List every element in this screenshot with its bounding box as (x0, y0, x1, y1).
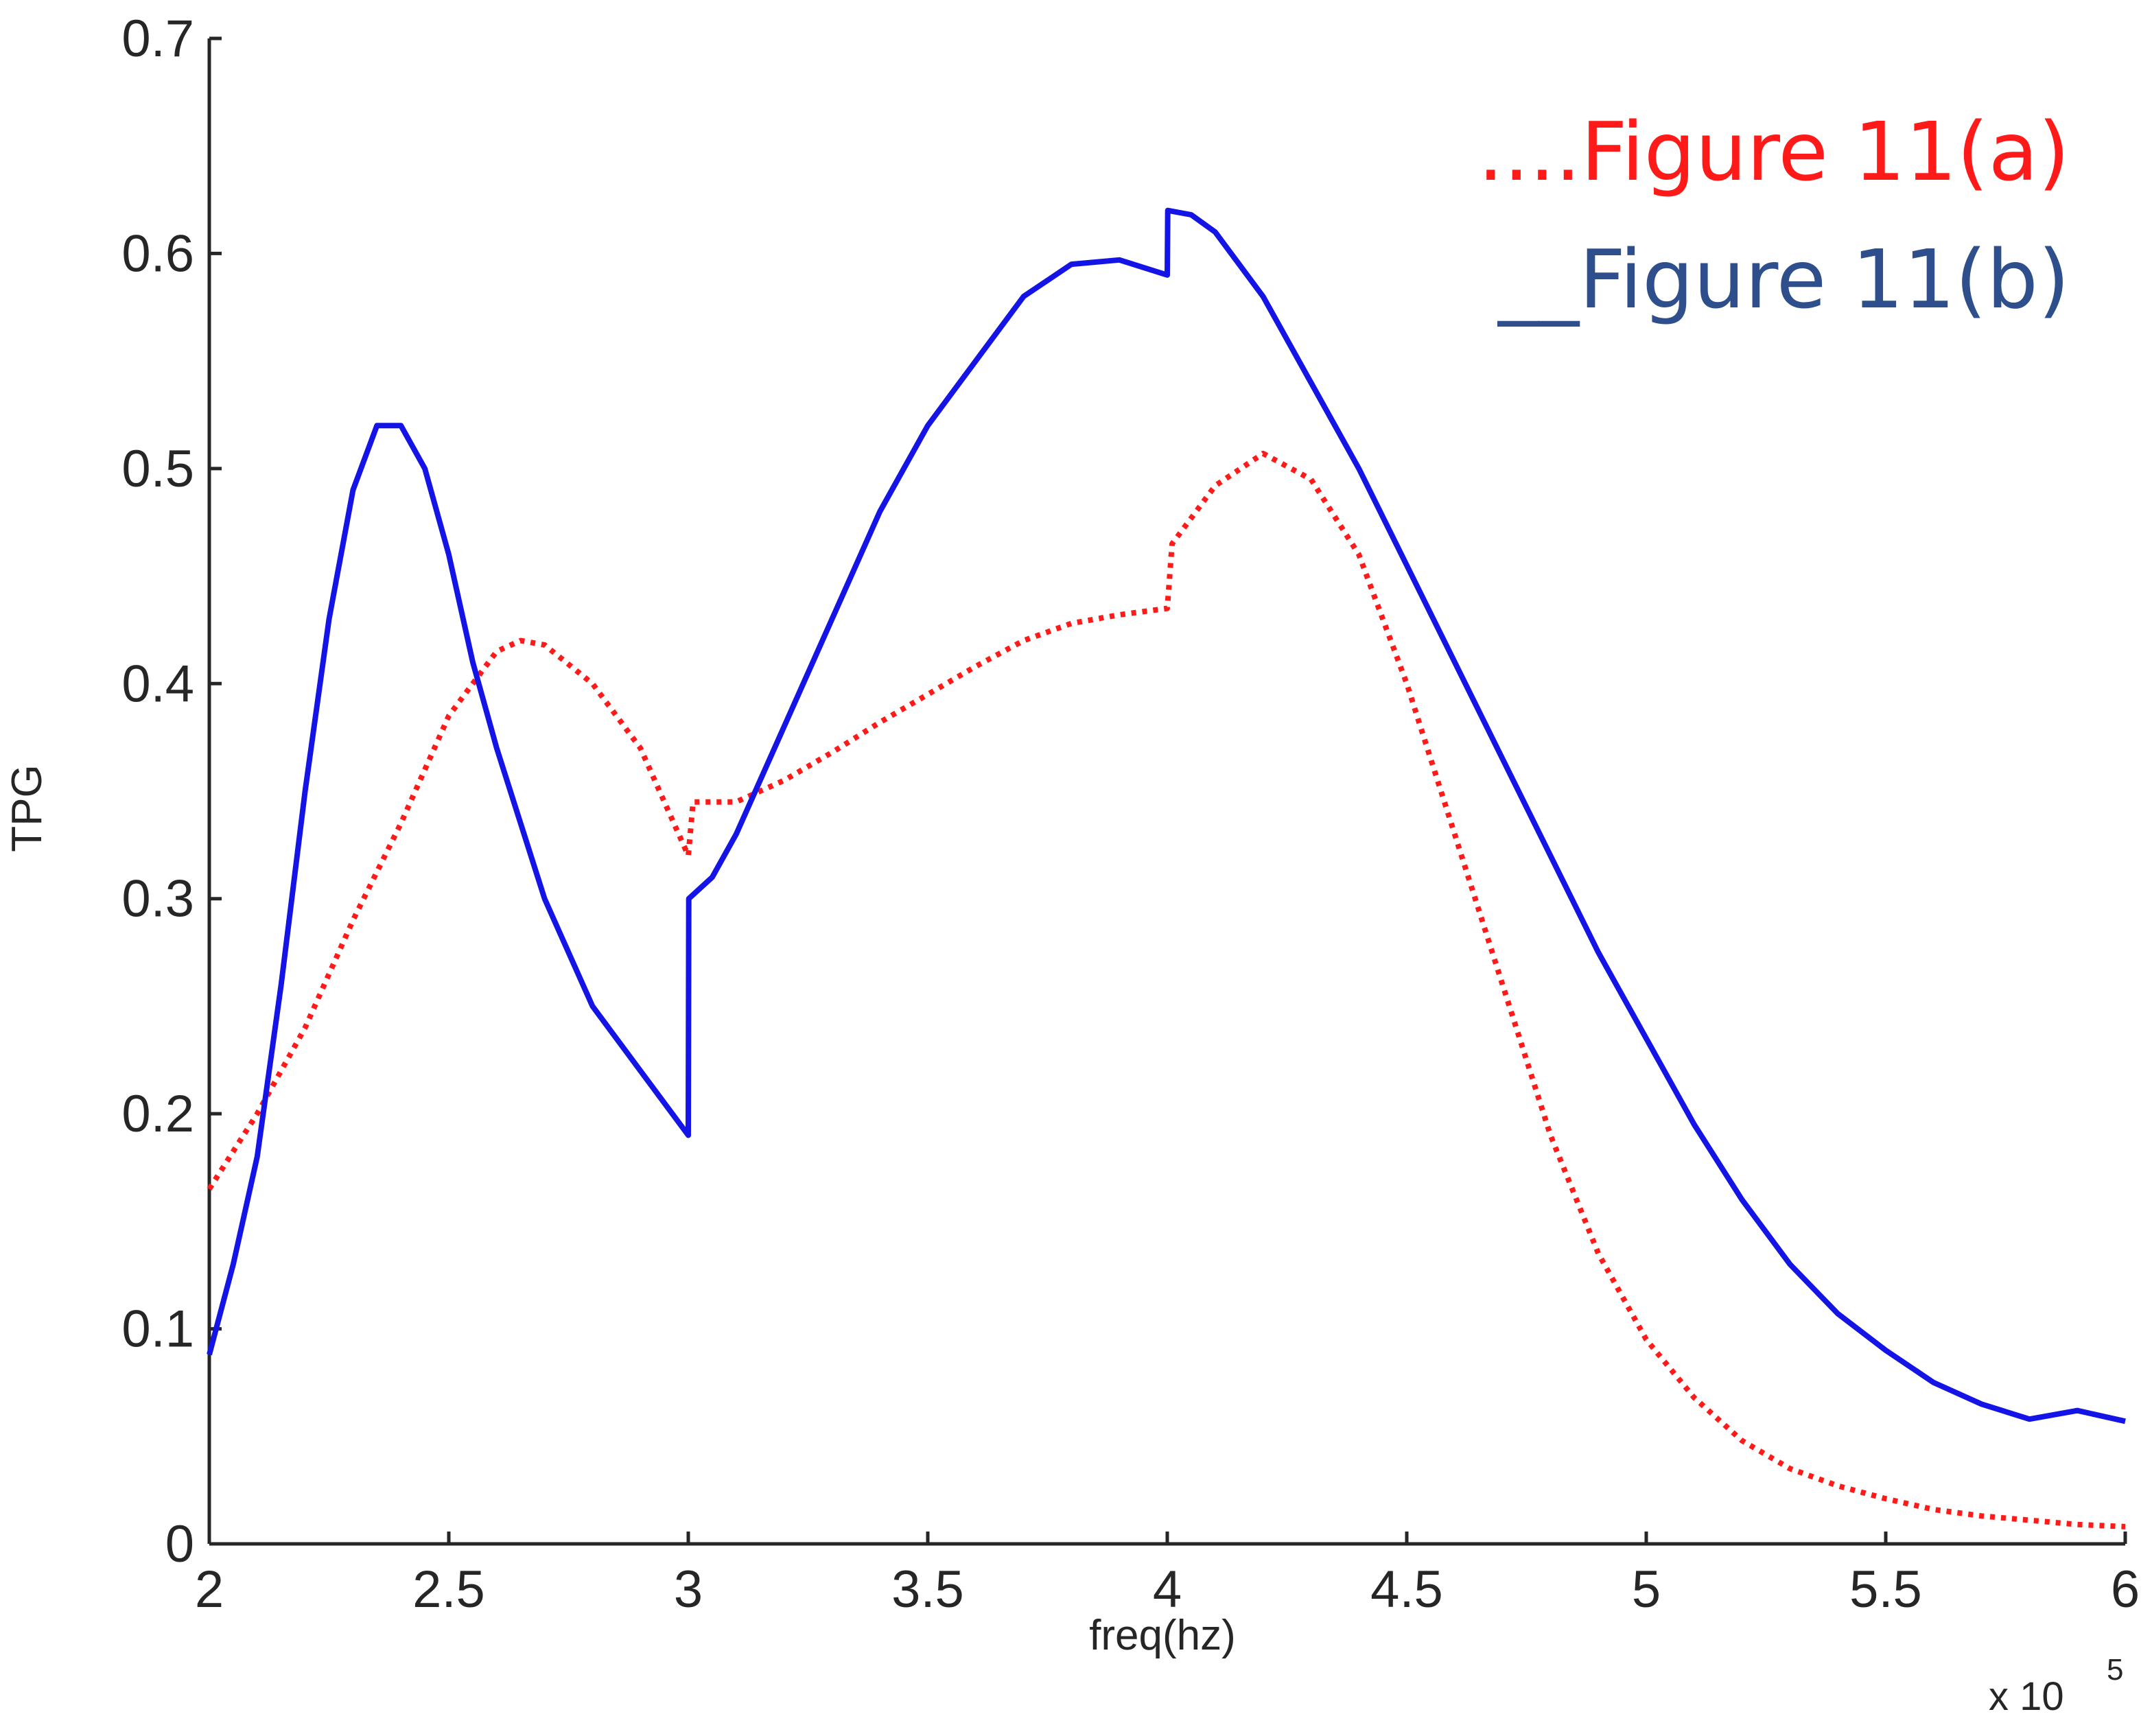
y-tick-label: 0.7 (121, 10, 194, 68)
x-axis-label: freq(hz) (1089, 1612, 1236, 1659)
x-tick-label: 2.5 (412, 1560, 485, 1619)
y-tick-label: 0.5 (121, 440, 194, 498)
y-tick-label: 0.3 (121, 870, 194, 928)
y-tick-label: 0.4 (121, 655, 194, 713)
x-axis-exponent-base: x 10 (1989, 1674, 2064, 1719)
y-tick-label: 0.1 (121, 1300, 194, 1359)
y-axis-label: TPG (3, 764, 51, 852)
y-ticks: 0 0.1 0.2 0.3 0.4 0.5 0.6 0.7 (121, 10, 222, 1573)
legend: ....Figure 11(a) __Figure 11(b) (1478, 104, 2070, 327)
x-tick-label: 3.5 (891, 1560, 964, 1619)
legend-entry-figure-11a: ....Figure 11(a) (1478, 104, 2070, 199)
series-layer (207, 207, 2126, 1529)
x-axis-exponent: x 10 5 (1989, 1653, 2123, 1719)
x-axis-exponent-power: 5 (2107, 1653, 2123, 1687)
y-tick-label: 0.2 (121, 1085, 194, 1143)
legend-entry-figure-11b: __Figure 11(b) (1497, 232, 2070, 327)
x-tick-label: 6 (2111, 1560, 2140, 1619)
series-line-figure-11a (207, 450, 2126, 1529)
series-line-figure-11b (207, 207, 2126, 1424)
x-ticks: 2 2.5 3 3.5 4 4.5 5 5.5 6 (195, 1532, 2140, 1619)
x-tick-label: 3 (674, 1560, 703, 1619)
x-tick-label: 2 (195, 1560, 224, 1619)
x-tick-label: 4.5 (1370, 1560, 1443, 1619)
y-tick-label: 0 (165, 1515, 194, 1573)
x-tick-label: 5.5 (1849, 1560, 1922, 1619)
x-tick-label: 4 (1153, 1560, 1182, 1619)
x-tick-label: 5 (1632, 1560, 1661, 1619)
y-tick-label: 0.6 (121, 224, 194, 283)
